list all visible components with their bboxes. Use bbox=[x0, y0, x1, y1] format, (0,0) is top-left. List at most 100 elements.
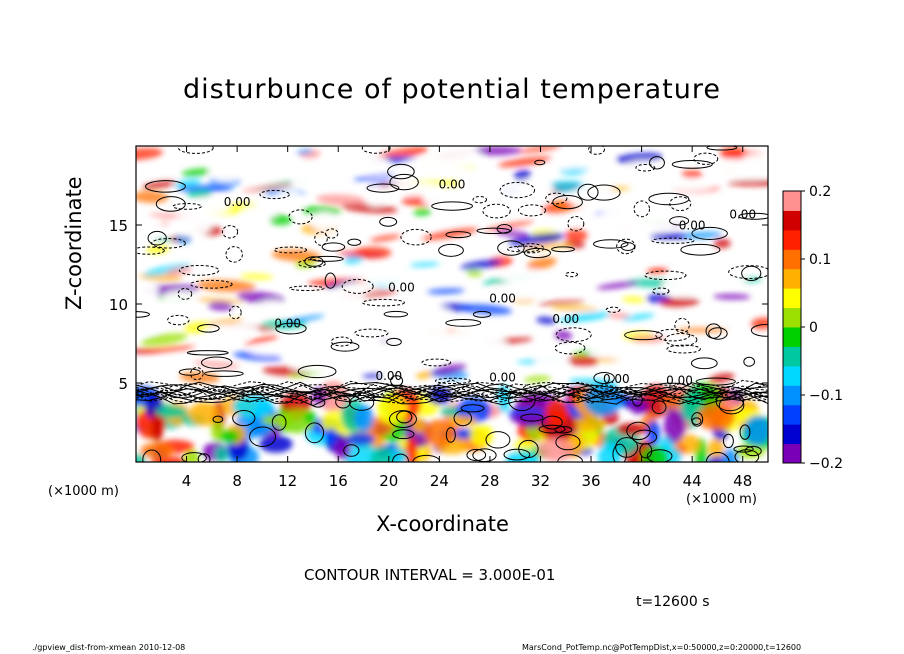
colorbar-swatch bbox=[783, 443, 801, 464]
streak bbox=[165, 266, 193, 276]
contour bbox=[538, 424, 566, 434]
island bbox=[273, 190, 306, 210]
colorbar-tick-label: −0.1 bbox=[809, 388, 843, 404]
y-axis-title: Z-coordinate bbox=[62, 176, 86, 310]
contour bbox=[691, 412, 704, 427]
x-unit-label-right: (×1000 m) bbox=[686, 492, 757, 507]
colorbar-swatch bbox=[783, 191, 801, 211]
streak bbox=[369, 234, 402, 242]
contour bbox=[649, 156, 665, 170]
streak bbox=[497, 156, 553, 167]
x-axis-title: X-coordinate bbox=[376, 512, 509, 536]
island bbox=[535, 351, 569, 370]
contour bbox=[289, 285, 325, 292]
contour-band-line bbox=[136, 381, 768, 399]
colorbar-swatch bbox=[783, 327, 801, 347]
colorbar-swatch bbox=[783, 268, 801, 289]
contour bbox=[392, 429, 415, 440]
contour bbox=[172, 203, 202, 210]
streak bbox=[564, 229, 588, 242]
streak bbox=[421, 227, 479, 241]
contour bbox=[347, 238, 362, 246]
contour bbox=[587, 184, 621, 201]
streak bbox=[241, 183, 296, 193]
contour bbox=[523, 247, 552, 259]
x-tick-label: 48 bbox=[733, 472, 752, 490]
contour bbox=[388, 410, 417, 429]
contour bbox=[362, 298, 405, 307]
colorbar-tick-label: 0.1 bbox=[809, 252, 831, 268]
contour bbox=[354, 328, 389, 338]
contour-band-line bbox=[136, 383, 768, 399]
contour bbox=[588, 146, 606, 155]
contour bbox=[438, 243, 464, 257]
streak bbox=[341, 203, 398, 214]
streak bbox=[353, 246, 392, 259]
contour bbox=[275, 322, 307, 335]
island bbox=[441, 329, 484, 348]
island bbox=[255, 161, 282, 173]
contour-band-line bbox=[136, 387, 768, 403]
streak bbox=[615, 152, 664, 164]
island bbox=[136, 319, 160, 335]
cell bbox=[405, 437, 418, 462]
contour-label: 0.00 bbox=[666, 374, 693, 388]
cell bbox=[151, 408, 164, 442]
footer-right: MarsCond_PotTemp.nc@PotTempDist,x=0:5000… bbox=[522, 643, 802, 652]
contour bbox=[635, 163, 656, 172]
contour-band-line bbox=[136, 387, 768, 403]
contour bbox=[577, 183, 599, 201]
contour bbox=[593, 371, 615, 385]
streak bbox=[675, 327, 728, 333]
streak bbox=[427, 288, 465, 295]
streak bbox=[621, 313, 655, 321]
contour-label: 0.00 bbox=[224, 195, 251, 209]
streak bbox=[659, 297, 700, 307]
streak bbox=[141, 333, 188, 346]
cell bbox=[334, 437, 351, 460]
contour bbox=[361, 146, 391, 154]
contour bbox=[612, 443, 627, 462]
island bbox=[664, 346, 690, 360]
streak bbox=[196, 279, 256, 292]
contour bbox=[733, 445, 754, 453]
streak bbox=[649, 232, 688, 241]
contour-label: 0.00 bbox=[679, 219, 706, 233]
island bbox=[662, 274, 709, 297]
contour-label: 0.00 bbox=[375, 369, 402, 383]
island bbox=[547, 161, 575, 170]
contour bbox=[460, 404, 485, 413]
island bbox=[664, 179, 714, 191]
contour bbox=[741, 265, 762, 282]
contour-label: 0.00 bbox=[439, 178, 466, 192]
cell bbox=[344, 432, 375, 446]
cell bbox=[370, 446, 394, 462]
streak bbox=[240, 273, 274, 280]
streak bbox=[324, 280, 359, 289]
y-tick-label: 5 bbox=[118, 375, 128, 393]
streak bbox=[559, 312, 611, 323]
island bbox=[167, 215, 212, 237]
island bbox=[672, 204, 713, 214]
colorbar-tick-label: 0.2 bbox=[809, 184, 831, 200]
streak bbox=[550, 306, 598, 311]
cell bbox=[140, 442, 174, 459]
colorbar: −0.2 −0.1 0 0.1 0.2 bbox=[782, 184, 843, 472]
island bbox=[499, 268, 541, 284]
contour bbox=[445, 319, 482, 327]
contour bbox=[472, 195, 488, 204]
contour-label: 0.00 bbox=[552, 312, 579, 326]
contour bbox=[379, 216, 398, 227]
contour bbox=[366, 183, 400, 193]
contour bbox=[497, 240, 525, 256]
contour bbox=[177, 287, 193, 300]
contour-band-line bbox=[136, 388, 768, 405]
contour bbox=[221, 225, 239, 239]
x-tick-label: 32 bbox=[531, 472, 550, 490]
contour bbox=[722, 433, 734, 449]
colorbar-swatch bbox=[783, 385, 801, 406]
contour bbox=[646, 449, 673, 462]
contour bbox=[151, 238, 186, 249]
colorbar-swatch bbox=[783, 288, 801, 309]
contour bbox=[706, 146, 738, 151]
